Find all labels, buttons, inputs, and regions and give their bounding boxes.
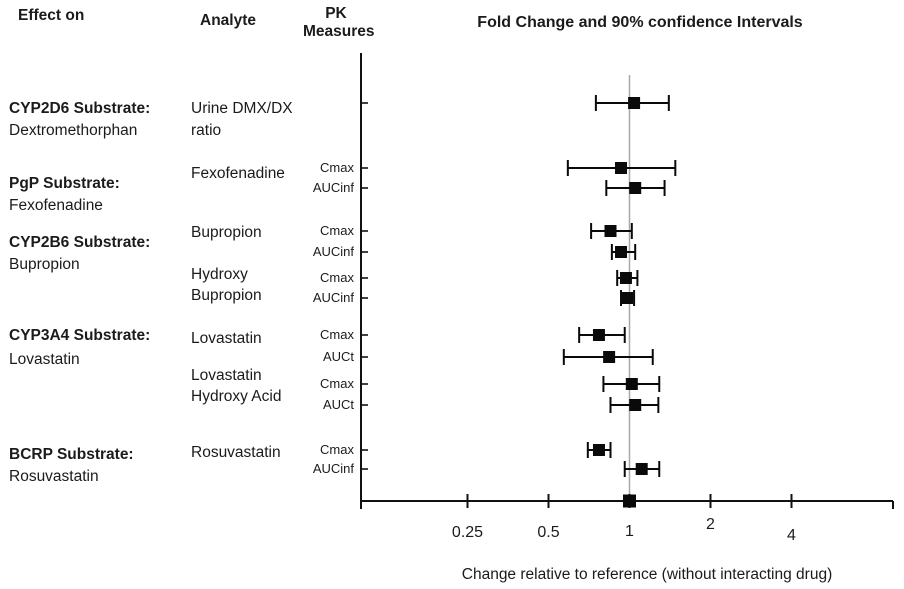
analyte-label: Hydroxy [191, 266, 248, 283]
pk-measure-label: AUCinf [312, 290, 354, 305]
x-axis-tick-label: 1 [625, 523, 634, 540]
analyte-label: Hydroxy Acid [191, 388, 282, 405]
pk-header-line2: Measures [303, 23, 375, 40]
analyte-label: ratio [191, 122, 222, 139]
analyte-label: Urine DMX/DX [191, 100, 293, 117]
x-axis-tick-label: 0.25 [451, 524, 484, 541]
column-header-analyte: Analyte [200, 12, 256, 29]
pk-header-line1: PK [325, 5, 347, 22]
pk-measure-label: AUCt [322, 349, 354, 364]
effect-on-label: BCRP Substrate: [9, 446, 134, 463]
x-axis-tick-label: 4 [787, 527, 796, 544]
point-estimate-marker [629, 399, 642, 411]
pk-measure-label: Cmax [320, 160, 354, 175]
pk-measure-label: AUCinf [312, 461, 354, 476]
effect-on-label: Rosuvastatin [9, 468, 99, 485]
effect-on-label: CYP2D6 Substrate: [9, 100, 151, 117]
effect-on-label: Fexofenadine [9, 197, 103, 214]
effect-on-label: CYP2B6 Substrate: [9, 234, 151, 251]
pk-measure-label: Cmax [320, 442, 354, 457]
pk-measure-label: AUCt [322, 397, 354, 412]
analyte-label: Fexofenadine [191, 165, 285, 182]
pk-measure-label: Cmax [320, 223, 354, 238]
point-estimate-marker [603, 351, 616, 363]
point-estimate-marker [604, 225, 617, 237]
point-estimate-marker [592, 329, 605, 341]
point-estimate-marker [628, 97, 641, 109]
pk-measure-label: Cmax [320, 376, 354, 391]
chart-title: Fold Change and 90% confidence Intervals [477, 14, 803, 31]
pk-measure-label: Cmax [320, 270, 354, 285]
analyte-label: Bupropion [191, 224, 262, 241]
analyte-label: Rosuvastatin [191, 444, 281, 461]
column-header-effect-on: Effect on [18, 7, 85, 24]
effect-on-label: Dextromethorphan [9, 122, 138, 139]
analyte-label: Bupropion [191, 287, 262, 304]
point-estimate-marker [592, 444, 605, 456]
pk-measure-label: Cmax [320, 327, 354, 342]
effect-on-label: CYP3A4 Substrate: [9, 327, 151, 344]
analyte-label: Lovastatin [191, 367, 262, 384]
x-axis-title: Change relative to reference (without in… [461, 566, 833, 583]
pk-measure-label: AUCinf [312, 180, 354, 195]
analyte-label: Lovastatin [191, 330, 262, 347]
pk-measure-label: AUCinf [312, 244, 354, 259]
column-header-pk-measures: PK Measures [303, 5, 375, 41]
x-axis-tick-label: 0.5 [537, 524, 560, 541]
point-estimate-marker [629, 182, 642, 194]
point-estimate-marker [625, 378, 638, 390]
effect-on-label: Bupropion [9, 256, 80, 273]
effect-on-label: Lovastatin [9, 351, 80, 368]
point-estimate-marker [615, 162, 628, 174]
point-estimate-marker [621, 292, 634, 304]
point-estimate-marker [615, 246, 628, 258]
point-estimate-marker [635, 463, 648, 475]
point-estimate-marker [619, 272, 632, 284]
axis-unity-marker [623, 494, 636, 508]
x-axis-tick-label: 2 [706, 516, 715, 533]
effect-on-label: PgP Substrate: [9, 175, 120, 192]
